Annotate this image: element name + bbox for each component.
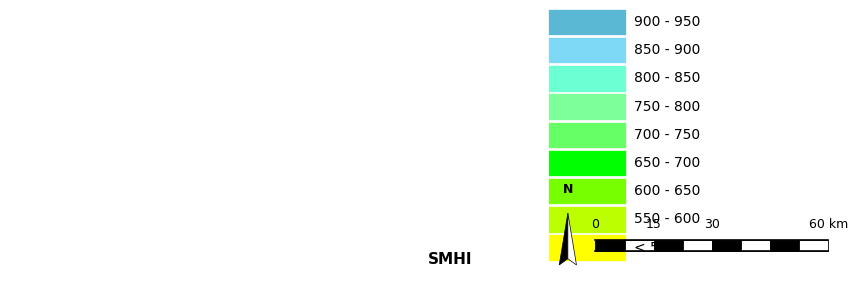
Bar bbox=[548, 122, 626, 148]
Bar bbox=[799, 240, 828, 251]
Text: 800 - 850: 800 - 850 bbox=[634, 71, 701, 85]
Bar bbox=[548, 178, 626, 204]
Bar bbox=[548, 37, 626, 63]
Bar bbox=[548, 65, 626, 92]
Bar bbox=[654, 240, 683, 251]
Polygon shape bbox=[568, 213, 576, 265]
Bar bbox=[595, 240, 625, 251]
Text: SMHI: SMHI bbox=[428, 252, 473, 267]
Text: 900 - 950: 900 - 950 bbox=[634, 15, 701, 29]
Text: < 550: < 550 bbox=[634, 241, 677, 255]
Bar bbox=[548, 206, 626, 233]
Bar bbox=[741, 240, 770, 251]
Bar bbox=[548, 150, 626, 176]
Text: 30: 30 bbox=[704, 218, 720, 231]
Bar bbox=[770, 240, 799, 251]
Text: 650 - 700: 650 - 700 bbox=[634, 156, 701, 170]
Text: 0: 0 bbox=[591, 218, 600, 231]
Text: 750 - 800: 750 - 800 bbox=[634, 100, 701, 113]
Bar bbox=[712, 240, 741, 251]
Bar bbox=[548, 9, 626, 35]
Text: 550 - 600: 550 - 600 bbox=[634, 213, 701, 226]
Bar bbox=[548, 234, 626, 261]
Bar bbox=[625, 240, 653, 251]
Text: 60 km: 60 km bbox=[809, 218, 848, 231]
Text: N: N bbox=[563, 183, 573, 196]
Bar bbox=[548, 93, 626, 120]
Text: 600 - 650: 600 - 650 bbox=[634, 184, 701, 198]
Polygon shape bbox=[559, 213, 568, 265]
Text: 700 - 750: 700 - 750 bbox=[634, 128, 701, 142]
Text: 15: 15 bbox=[646, 218, 662, 231]
Bar bbox=[683, 240, 712, 251]
Text: 850 - 900: 850 - 900 bbox=[634, 43, 701, 57]
